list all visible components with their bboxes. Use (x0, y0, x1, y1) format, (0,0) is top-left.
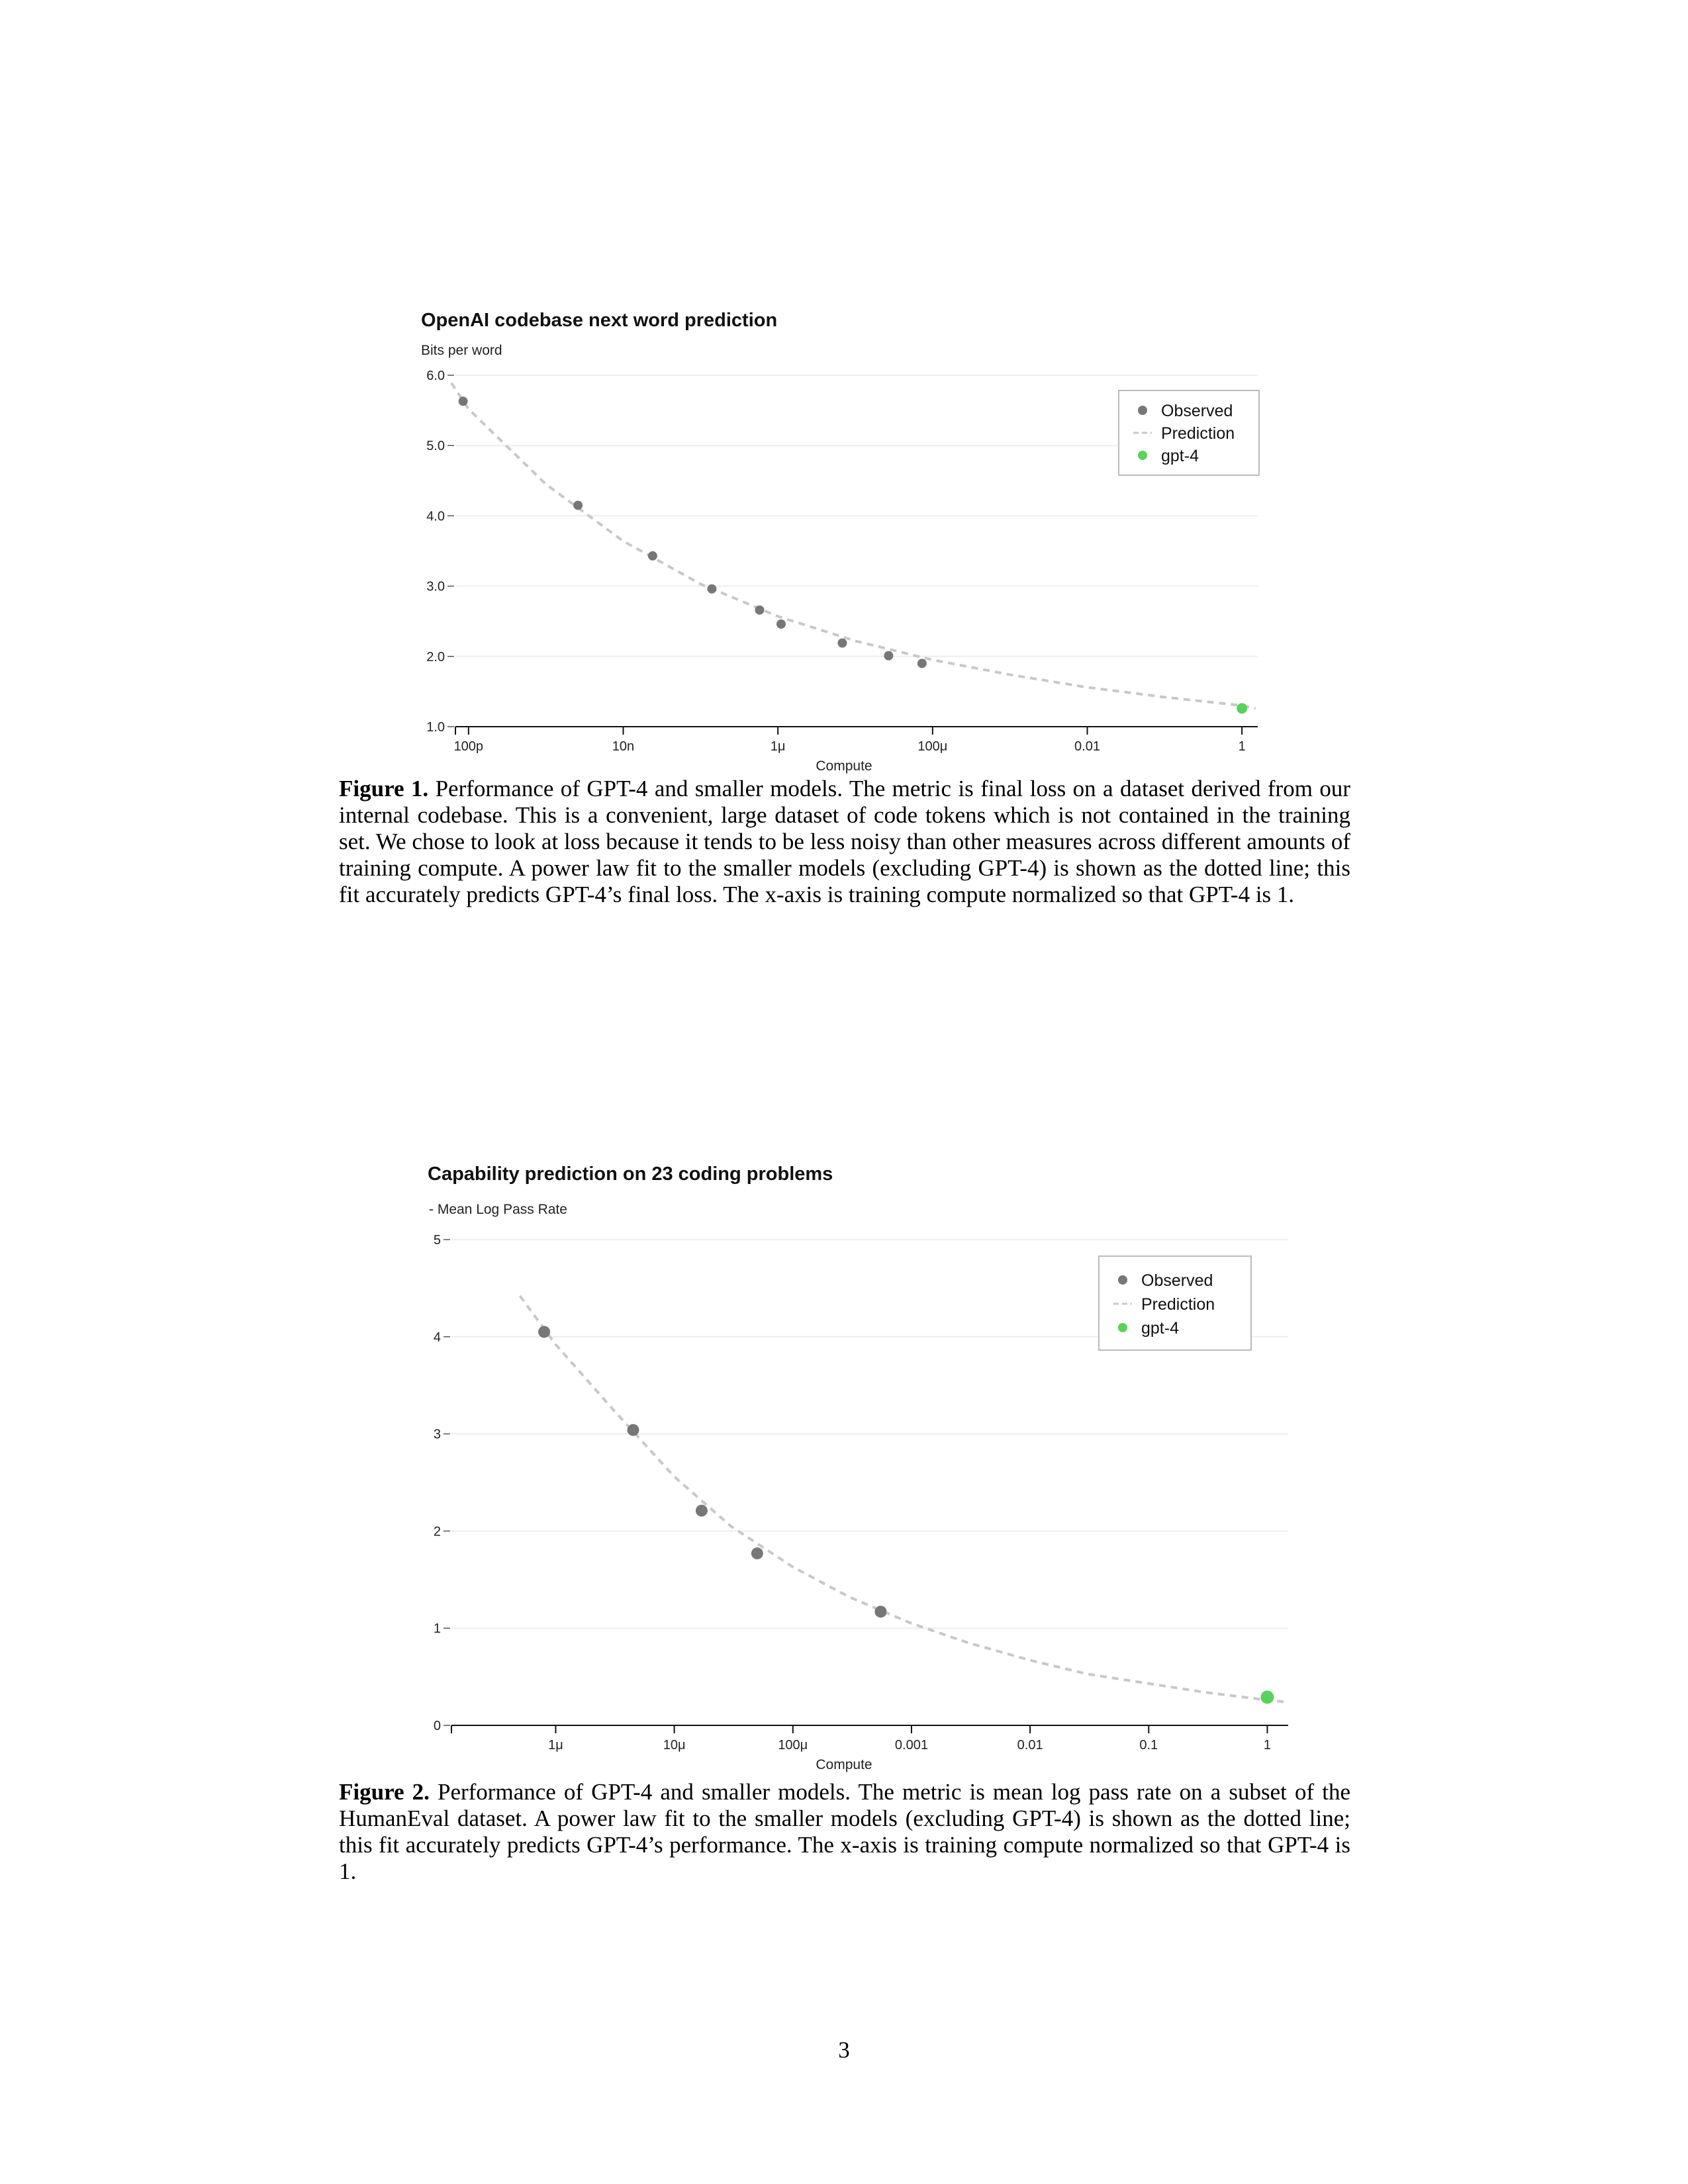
x-tick-label: 1μ (548, 1738, 563, 1752)
y-tick-label: 6.0 (426, 369, 445, 383)
y-tick-label: 4.0 (426, 509, 445, 523)
chart-2-ylabel: - Mean Log Pass Rate (429, 1202, 567, 1217)
y-tick-label: 3.0 (426, 580, 445, 594)
figure-1-caption: Figure 1. Performance of GPT-4 and small… (339, 776, 1350, 908)
legend-label: Observed (1141, 1271, 1213, 1290)
legend-label: gpt-4 (1161, 447, 1199, 465)
observed-point (837, 638, 847, 648)
observed-point (627, 1424, 639, 1436)
legend-observed-swatch (1118, 1275, 1127, 1285)
x-axis-title: Compute (816, 758, 872, 774)
y-tick-label: 5.0 (426, 439, 445, 453)
x-tick-label: 0.01 (1074, 739, 1100, 754)
gpt4-point (1237, 703, 1248, 714)
chart-1-ylabel: Bits per word (421, 343, 502, 358)
observed-point (917, 659, 927, 668)
x-tick-label: 1 (1239, 739, 1246, 754)
figure-2-caption: Figure 2. Performance of GPT-4 and small… (339, 1779, 1350, 1885)
chart-2-title: Capability prediction on 23 coding probl… (428, 1163, 833, 1185)
figure-2-caption-label: Figure 2. (339, 1779, 430, 1805)
observed-point (573, 500, 583, 510)
observed-point (707, 584, 717, 594)
observed-point (884, 651, 894, 660)
legend-label: Prediction (1161, 424, 1235, 443)
chart-2: 0 1 2 3 4 5 1μ 10μ 100μ 0.001 0.01 0.1 1 Compute Obser… (434, 1233, 1288, 1772)
figure-1-caption-text: Performance of GPT-4 and smaller models.… (339, 776, 1350, 907)
y-tick-label: 1.0 (426, 720, 445, 735)
legend-gpt4-swatch (1118, 1323, 1127, 1332)
figure-2-caption-text: Performance of GPT-4 and smaller models.… (339, 1779, 1351, 1884)
y-tick-label: 5 (434, 1233, 441, 1248)
page-number: 3 (838, 2037, 850, 2063)
x-tick-label: 0.1 (1139, 1738, 1158, 1752)
gpt4-point (1260, 1690, 1274, 1704)
x-tick-label: 0.001 (895, 1738, 928, 1752)
legend-label: Prediction (1141, 1295, 1215, 1314)
x-tick-label: 10μ (663, 1738, 686, 1752)
x-tick-label: 0.01 (1017, 1738, 1043, 1752)
x-tick-label: 1μ (771, 739, 786, 754)
x-axis-title: Compute (816, 1757, 872, 1772)
y-tick-label: 2.0 (426, 650, 445, 664)
observed-point (776, 619, 786, 629)
legend-label: gpt-4 (1141, 1319, 1179, 1338)
y-tick-label: 2 (434, 1524, 441, 1539)
observed-point (538, 1326, 551, 1338)
observed-point (874, 1606, 887, 1618)
chart-1: 1.0 2.0 3.0 4.0 5.0 6.0 100p 10n 1μ 100μ 0.01 1 Comp… (426, 369, 1260, 774)
observed-point (647, 551, 657, 561)
legend-gpt4-swatch (1138, 451, 1147, 460)
prediction-line (450, 382, 1256, 710)
observed-point (755, 605, 765, 615)
x-tick-label: 100μ (917, 739, 947, 754)
x-tick-label: 100p (454, 739, 484, 754)
y-tick-label: 0 (434, 1719, 441, 1733)
prediction-line (518, 1295, 1287, 1704)
x-tick-label: 1 (1264, 1738, 1271, 1752)
y-tick-label: 1 (434, 1621, 441, 1636)
observed-point (695, 1504, 708, 1517)
legend-label: Observed (1161, 402, 1233, 420)
y-tick-label: 4 (434, 1330, 441, 1345)
figure-1-caption-label: Figure 1. (339, 776, 429, 801)
legend-observed-swatch (1138, 406, 1147, 415)
observed-point (458, 396, 468, 406)
x-tick-label: 100μ (778, 1738, 808, 1752)
x-tick-label: 10n (612, 739, 634, 754)
chart-1-title: OpenAI codebase next word prediction (421, 310, 778, 331)
observed-point (751, 1547, 763, 1560)
y-tick-label: 3 (434, 1428, 441, 1442)
